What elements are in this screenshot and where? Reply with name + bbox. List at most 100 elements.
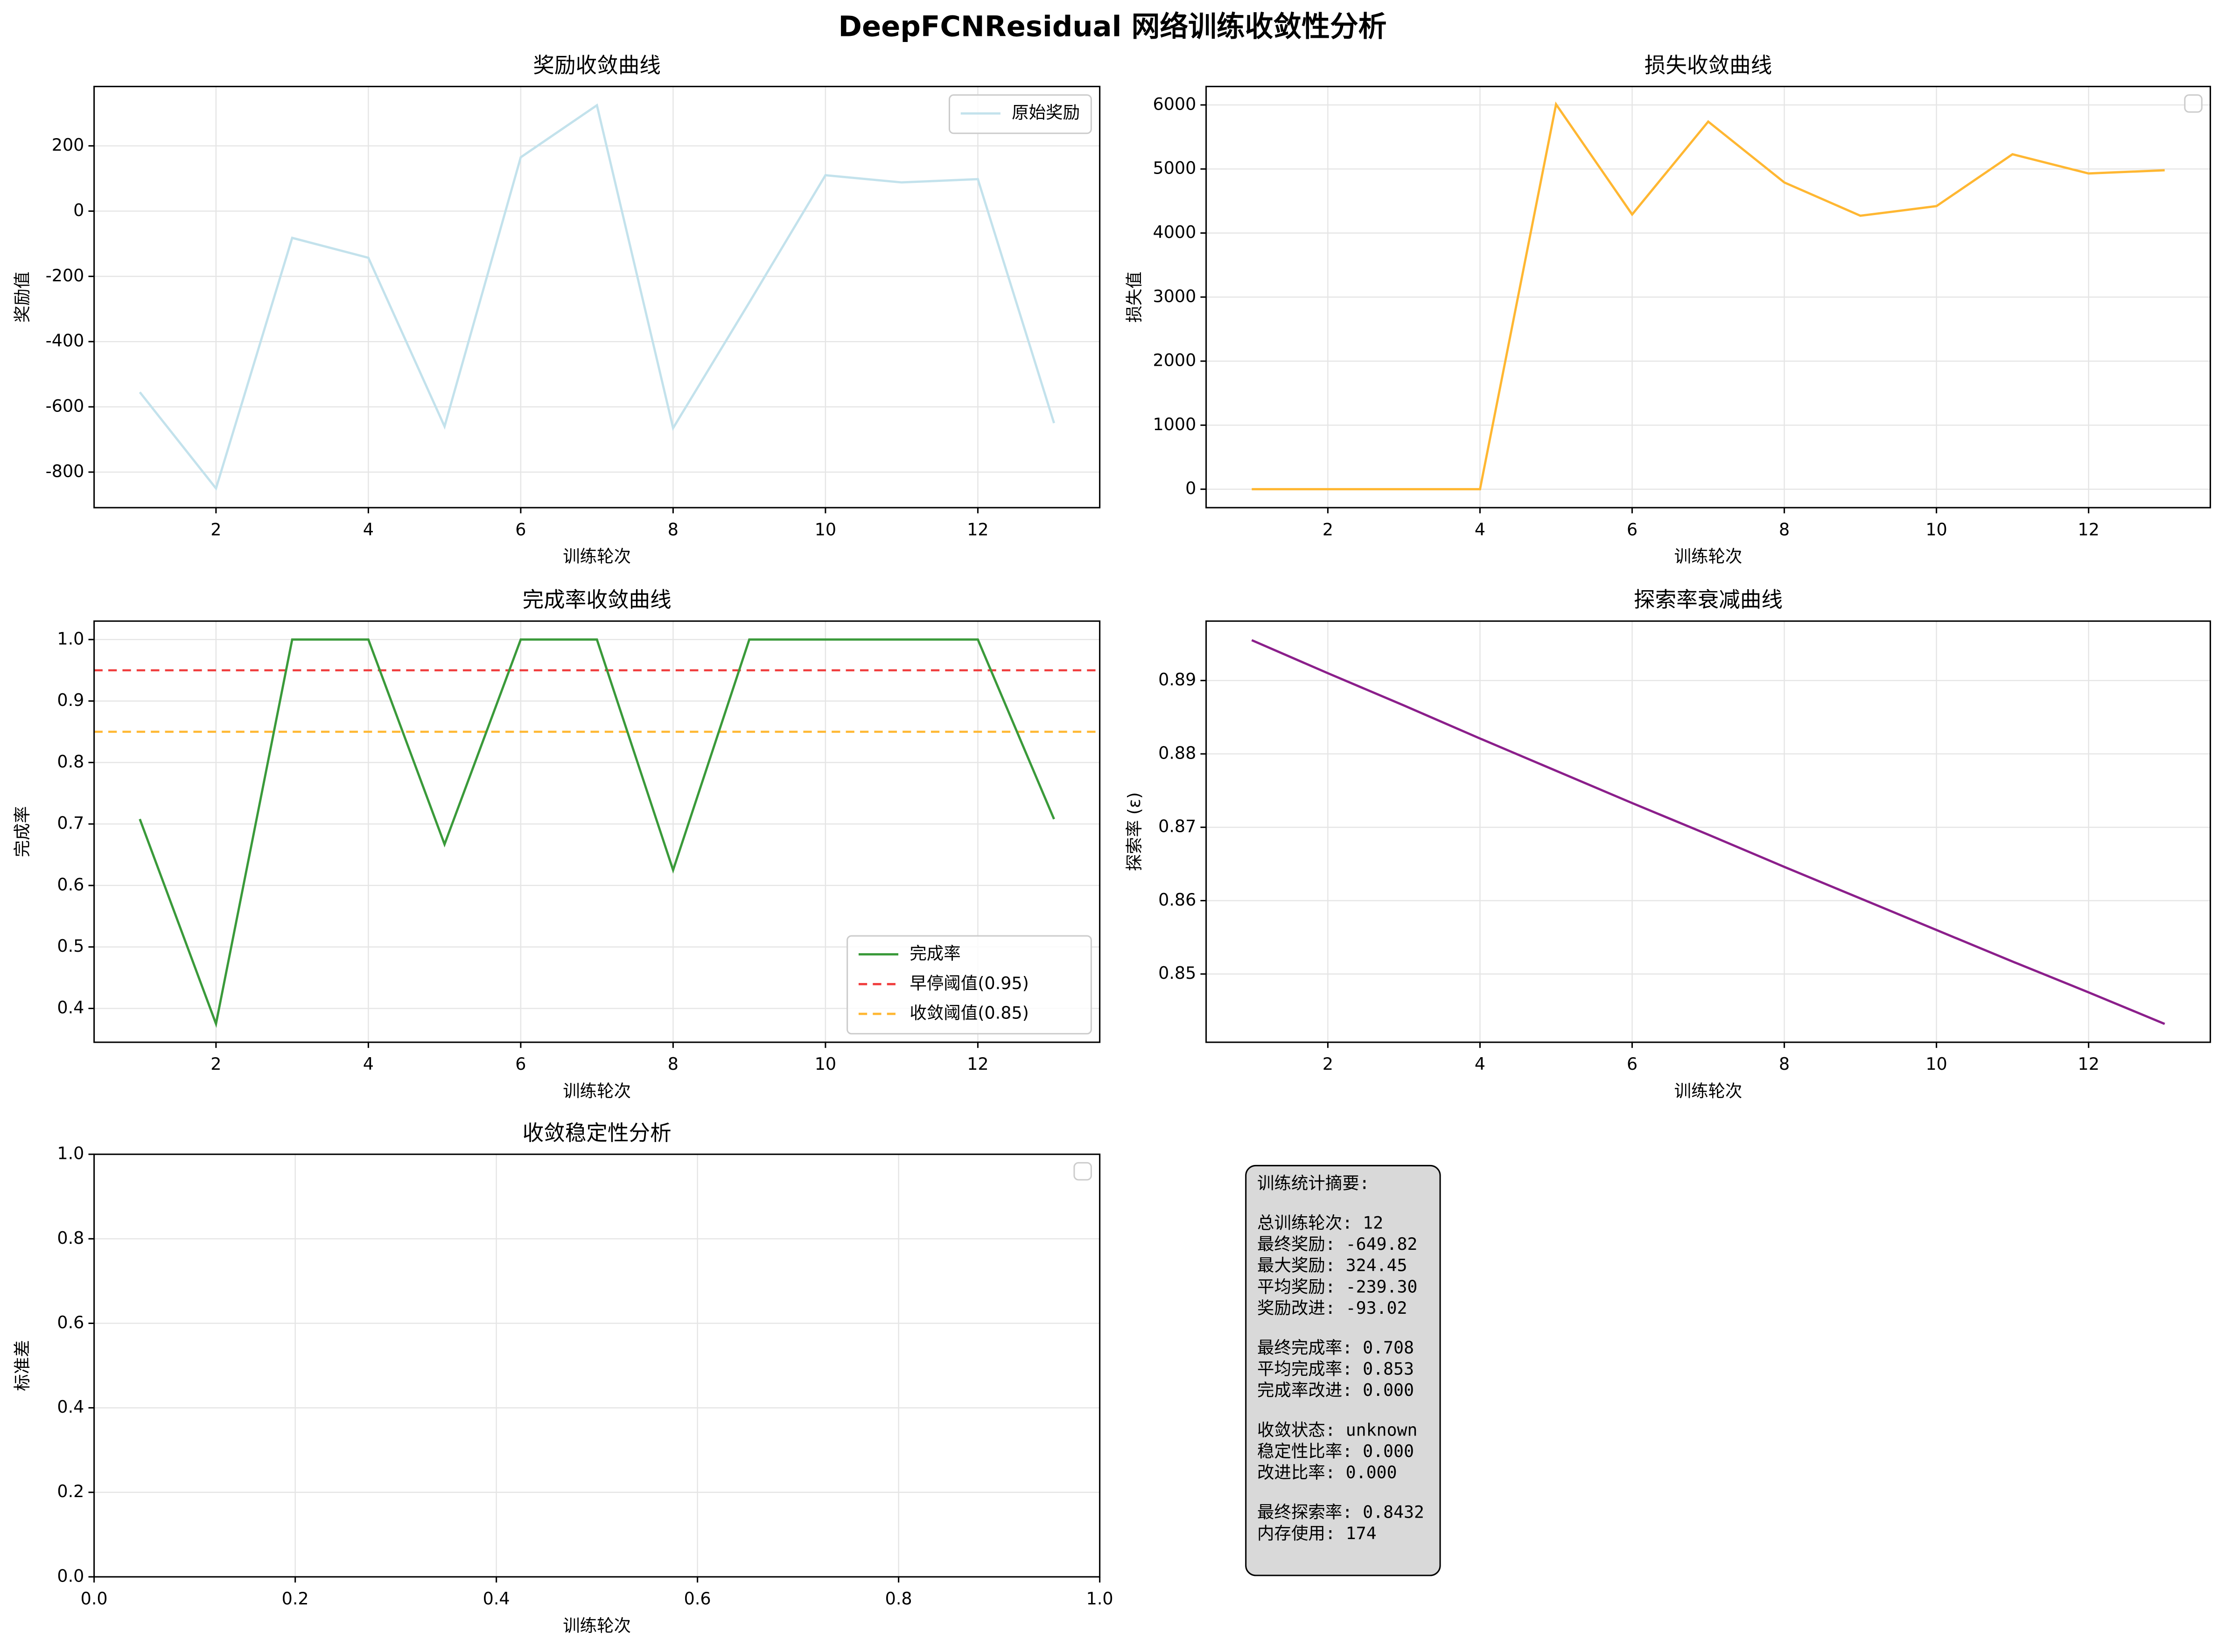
y-axis-label: 损失值 [1124, 272, 1144, 322]
x-tick-label: 12 [2078, 519, 2099, 539]
x-tick-label: 0.6 [684, 1589, 711, 1609]
y-tick-label: 0.6 [57, 1312, 84, 1332]
y-tick-label: 5000 [1153, 158, 1196, 178]
summary-line: 最终探索率: 0.8432 [1257, 1502, 1424, 1522]
legend-box [948, 94, 1092, 134]
y-tick-label: 200 [52, 135, 84, 155]
summary-line: 完成率改进: 0.000 [1257, 1380, 1414, 1400]
y-tick-label: 1000 [1153, 414, 1196, 434]
x-tick-label: 8 [668, 1054, 679, 1074]
plot-frame [93, 85, 1101, 509]
y-tick-label: 0 [1185, 478, 1196, 498]
summary-line: 奖励改进: -93.02 [1257, 1298, 1407, 1318]
x-tick-label: 0.0 [81, 1589, 108, 1609]
legend-box [2184, 94, 2203, 113]
plot-frame [1205, 620, 2211, 1043]
x-tick-label: 1.0 [1086, 1589, 1113, 1609]
y-tick-label: -600 [46, 396, 84, 416]
x-tick-label: 10 [1925, 1054, 1947, 1074]
chart-title: 探索率衰减曲线 [1634, 587, 1783, 612]
x-tick-label: 0.4 [483, 1589, 510, 1609]
x-tick-label: 4 [363, 519, 374, 539]
summary-line: 收敛状态: unknown [1257, 1420, 1417, 1440]
x-axis-label: 训练轮次 [563, 1081, 631, 1101]
x-axis-label: 训练轮次 [563, 1616, 631, 1636]
x-tick-label: 4 [1475, 1054, 1485, 1074]
series-line [139, 638, 1055, 1028]
y-tick-label: 0.0 [57, 1566, 84, 1586]
y-tick-label: 1.0 [57, 1143, 84, 1164]
x-tick-label: 12 [2078, 1054, 2099, 1074]
series-line [1252, 101, 2165, 491]
x-tick-label: 6 [515, 1054, 526, 1074]
y-tick-label: 0.87 [1158, 816, 1196, 836]
y-tick-label: 0.8 [57, 1228, 84, 1248]
plot-frame [1205, 85, 2211, 509]
y-axis-label: 奖励值 [12, 272, 32, 322]
legend-label: 原始奖励 [1012, 103, 1080, 123]
x-tick-label: 8 [1779, 1054, 1790, 1074]
x-axis-label: 训练轮次 [1674, 1081, 1742, 1101]
y-tick-label: 0.5 [57, 936, 84, 956]
legend-label: 收敛阈值(0.85) [910, 1003, 1029, 1023]
y-tick-label: -200 [46, 265, 84, 286]
y-tick-label: 0.7 [57, 813, 84, 833]
chart-title: 完成率收敛曲线 [523, 587, 672, 612]
y-tick-label: 0.2 [57, 1481, 84, 1501]
y-tick-label: 1.0 [57, 628, 84, 648]
y-tick-label: 0.4 [57, 997, 84, 1018]
chart-title: 收敛稳定性分析 [523, 1121, 672, 1145]
summary-title: 训练统计摘要: [1257, 1173, 1370, 1193]
y-axis-label: 标准差 [12, 1340, 32, 1391]
summary-box [1245, 1164, 1441, 1576]
y-axis-label: 探索率 (ε) [1124, 792, 1144, 871]
legend-label: 完成率 [910, 943, 960, 963]
summary-line: 总训练轮次: 12 [1257, 1213, 1383, 1233]
y-tick-label: 6000 [1153, 94, 1196, 114]
y-tick-label: -800 [46, 461, 84, 481]
y-tick-label: 3000 [1153, 286, 1196, 306]
x-tick-label: 2 [1322, 1054, 1333, 1074]
summary-line: 平均完成率: 0.853 [1257, 1359, 1414, 1379]
x-tick-label: 6 [1627, 1054, 1637, 1074]
y-tick-label: 0.85 [1158, 963, 1196, 983]
x-tick-label: 2 [210, 1054, 221, 1074]
x-tick-label: 10 [1925, 519, 1947, 539]
x-tick-label: 12 [967, 1054, 988, 1074]
legend-box [1073, 1162, 1092, 1181]
x-tick-label: 6 [1627, 519, 1637, 539]
legend-box [847, 935, 1092, 1035]
series-line [1251, 639, 2165, 1025]
chart-title: 损失收敛曲线 [1644, 53, 1772, 77]
y-tick-label: 0.9 [57, 690, 84, 710]
summary-line: 稳定性比率: 0.000 [1257, 1441, 1414, 1461]
x-axis-label: 训练轮次 [1674, 546, 1742, 566]
y-tick-label: 0.8 [57, 752, 84, 772]
y-axis-label: 完成率 [12, 806, 32, 857]
x-tick-label: 6 [515, 519, 526, 539]
y-tick-label: -400 [46, 331, 84, 351]
legend-label: 早停阈值(0.95) [910, 973, 1029, 993]
summary-line: 改进比率: 0.000 [1257, 1463, 1397, 1483]
chart-title: 奖励收敛曲线 [533, 53, 660, 77]
summary-line: 最大奖励: 324.45 [1257, 1255, 1407, 1276]
y-tick-label: 0.89 [1158, 669, 1196, 690]
y-tick-label: 0.4 [57, 1397, 84, 1417]
summary-line: 最终奖励: -649.82 [1257, 1234, 1417, 1254]
summary-line: 平均奖励: -239.30 [1257, 1276, 1417, 1297]
plot-frame [93, 1153, 1101, 1578]
summary-line: 内存使用: 174 [1257, 1523, 1377, 1543]
y-tick-label: 0.6 [57, 874, 84, 894]
x-tick-label: 10 [815, 1054, 836, 1074]
plot-frame [93, 620, 1101, 1043]
y-tick-label: 0.88 [1158, 743, 1196, 763]
y-tick-label: 4000 [1153, 222, 1196, 242]
y-tick-label: 0 [73, 200, 84, 220]
summary-line: 最终完成率: 0.708 [1257, 1338, 1414, 1358]
figure-title: DeepFCNResidual 网络训练收敛性分析 [839, 10, 1387, 43]
x-tick-label: 8 [668, 519, 679, 539]
x-tick-label: 12 [967, 519, 988, 539]
x-tick-label: 0.2 [282, 1589, 309, 1609]
